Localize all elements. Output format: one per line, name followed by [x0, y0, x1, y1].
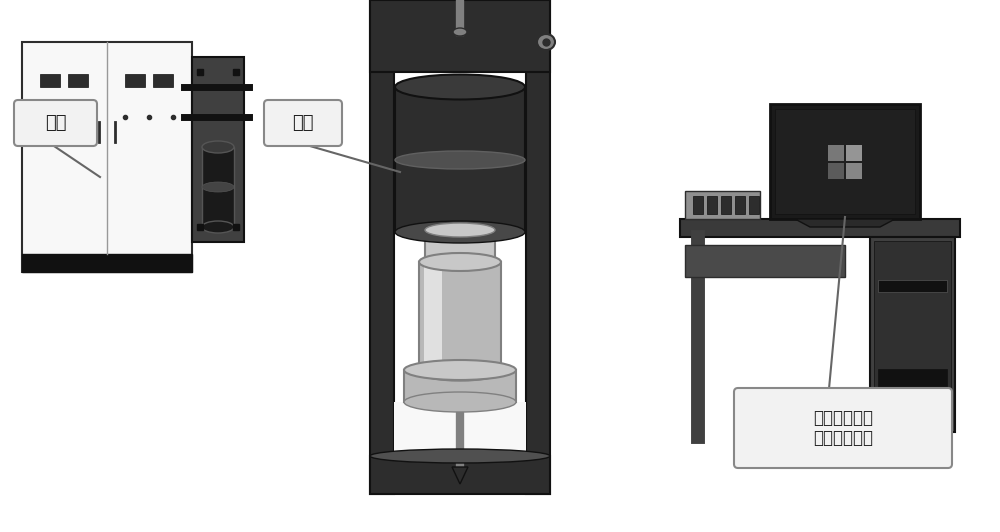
- FancyBboxPatch shape: [707, 196, 717, 214]
- FancyBboxPatch shape: [424, 262, 442, 372]
- FancyBboxPatch shape: [419, 262, 501, 372]
- Ellipse shape: [395, 221, 525, 243]
- FancyBboxPatch shape: [685, 245, 845, 277]
- FancyBboxPatch shape: [735, 196, 745, 214]
- Ellipse shape: [537, 34, 555, 50]
- Ellipse shape: [202, 141, 234, 153]
- FancyBboxPatch shape: [734, 388, 952, 468]
- FancyBboxPatch shape: [878, 280, 947, 292]
- FancyBboxPatch shape: [828, 163, 844, 179]
- Polygon shape: [795, 219, 895, 227]
- Ellipse shape: [419, 363, 501, 381]
- Ellipse shape: [395, 151, 525, 169]
- FancyBboxPatch shape: [14, 100, 97, 146]
- FancyBboxPatch shape: [22, 42, 192, 272]
- FancyBboxPatch shape: [878, 369, 947, 424]
- FancyBboxPatch shape: [22, 254, 192, 272]
- Ellipse shape: [202, 221, 234, 233]
- Ellipse shape: [395, 74, 525, 99]
- FancyBboxPatch shape: [40, 74, 60, 87]
- FancyBboxPatch shape: [394, 402, 526, 456]
- FancyBboxPatch shape: [370, 0, 550, 72]
- FancyBboxPatch shape: [202, 147, 234, 227]
- FancyBboxPatch shape: [125, 74, 145, 87]
- FancyBboxPatch shape: [846, 145, 862, 161]
- Ellipse shape: [404, 392, 516, 412]
- Ellipse shape: [453, 28, 467, 36]
- FancyBboxPatch shape: [775, 109, 915, 214]
- FancyBboxPatch shape: [721, 196, 731, 214]
- Polygon shape: [452, 467, 468, 484]
- FancyBboxPatch shape: [370, 456, 550, 494]
- FancyBboxPatch shape: [404, 370, 516, 402]
- Ellipse shape: [419, 253, 501, 271]
- FancyBboxPatch shape: [425, 230, 495, 262]
- FancyBboxPatch shape: [192, 57, 244, 242]
- Ellipse shape: [425, 255, 495, 269]
- Ellipse shape: [425, 223, 495, 237]
- FancyBboxPatch shape: [680, 219, 960, 237]
- FancyBboxPatch shape: [370, 0, 394, 494]
- FancyBboxPatch shape: [874, 241, 951, 428]
- FancyBboxPatch shape: [846, 163, 862, 179]
- FancyBboxPatch shape: [153, 74, 173, 87]
- Ellipse shape: [404, 360, 516, 380]
- Text: 油源: 油源: [45, 114, 66, 132]
- FancyBboxPatch shape: [828, 145, 844, 161]
- FancyBboxPatch shape: [749, 196, 759, 214]
- Text: 计算机控制和
数据处理系统: 计算机控制和 数据处理系统: [813, 409, 873, 447]
- FancyBboxPatch shape: [395, 87, 525, 232]
- Ellipse shape: [202, 182, 234, 192]
- FancyBboxPatch shape: [264, 100, 342, 146]
- Text: 主机: 主机: [292, 114, 314, 132]
- FancyBboxPatch shape: [68, 74, 88, 87]
- FancyBboxPatch shape: [685, 191, 760, 219]
- FancyBboxPatch shape: [770, 104, 920, 219]
- FancyBboxPatch shape: [693, 196, 703, 214]
- FancyBboxPatch shape: [526, 0, 550, 494]
- Ellipse shape: [370, 449, 550, 463]
- FancyBboxPatch shape: [870, 237, 955, 432]
